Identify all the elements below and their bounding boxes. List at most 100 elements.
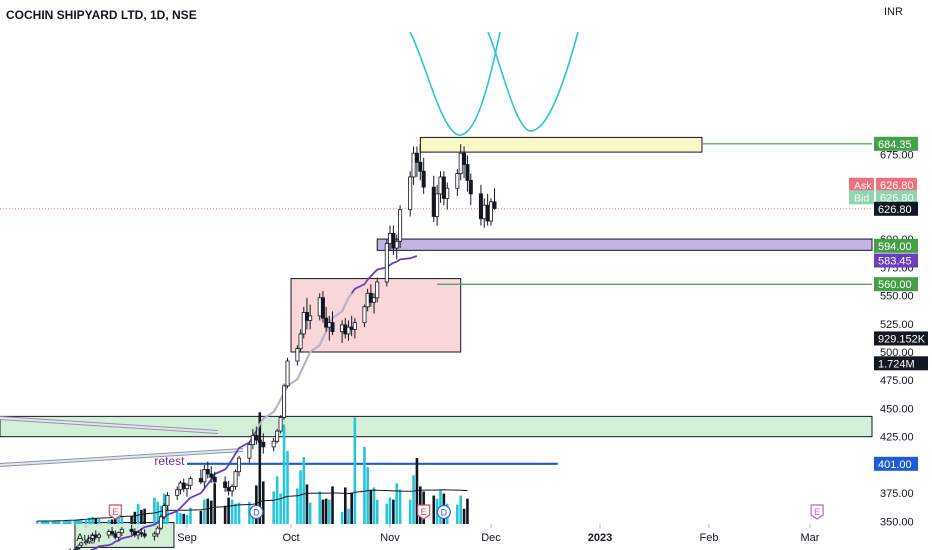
price-tag[interactable]: Ask 626.80 (849, 177, 917, 192)
candle[interactable] (278, 415, 283, 434)
candle[interactable] (233, 469, 238, 490)
candle[interactable] (110, 527, 115, 537)
candle[interactable] (129, 524, 134, 535)
candle[interactable] (97, 532, 102, 542)
candle[interactable] (261, 433, 266, 454)
candle[interactable] (482, 198, 487, 228)
candle[interactable] (455, 169, 460, 197)
candle[interactable] (184, 483, 189, 497)
candle[interactable] (298, 329, 303, 352)
candle-body (485, 204, 490, 222)
volume-bar (35, 520, 39, 524)
candle[interactable] (372, 293, 377, 314)
candle[interactable] (330, 311, 335, 336)
cup-arc-right[interactable] (487, 31, 579, 132)
candle[interactable] (445, 182, 450, 210)
candle[interactable] (492, 188, 497, 210)
candle[interactable] (79, 541, 84, 548)
candle[interactable] (435, 184, 440, 226)
candle[interactable] (236, 455, 241, 477)
candle[interactable] (158, 514, 163, 531)
moving-average-line-recent[interactable] (366, 255, 418, 281)
candle[interactable] (226, 480, 231, 496)
candle[interactable] (414, 146, 419, 177)
candle[interactable] (282, 383, 287, 420)
retest-annotation[interactable]: retest (154, 454, 185, 468)
candle[interactable] (418, 144, 423, 181)
candle[interactable] (462, 146, 467, 179)
price-tag[interactable]: 401.00 (874, 456, 918, 471)
candle[interactable] (212, 471, 217, 487)
earnings-event-icon[interactable]: E (417, 504, 431, 520)
candle[interactable] (362, 304, 367, 328)
candle[interactable] (375, 277, 380, 303)
candle[interactable] (320, 291, 325, 323)
candle[interactable] (438, 171, 443, 203)
candle[interactable] (295, 345, 300, 366)
candle[interactable] (352, 318, 357, 339)
candle[interactable] (116, 531, 121, 541)
candle[interactable] (247, 442, 252, 463)
zone-resistance-684[interactable] (419, 136, 703, 153)
candle[interactable] (301, 306, 306, 339)
candle[interactable] (254, 426, 259, 445)
candle[interactable] (465, 155, 470, 192)
candle[interactable] (308, 304, 313, 330)
candle[interactable] (84, 539, 89, 546)
candle[interactable] (408, 171, 413, 217)
candle[interactable] (230, 484, 235, 497)
dividend-event-icon[interactable]: D (436, 504, 451, 520)
candle[interactable] (488, 198, 493, 226)
candle[interactable] (346, 320, 351, 341)
dividend-event-icon[interactable]: D (249, 504, 264, 520)
candle[interactable] (441, 171, 446, 206)
candle[interactable] (87, 537, 92, 544)
candle[interactable] (223, 476, 228, 493)
candle[interactable] (275, 428, 280, 444)
price-tag[interactable]: 1.724M (874, 356, 928, 371)
price-tag[interactable]: 929.152K (874, 331, 928, 346)
candle[interactable] (285, 357, 290, 389)
time-axis[interactable]: Aug Sep Oct Nov Dec 2023 Feb Mar (76, 524, 820, 544)
candle[interactable] (398, 205, 403, 249)
candle[interactable] (119, 527, 124, 537)
price-tag[interactable]: 684.35 (874, 136, 918, 151)
candle[interactable] (202, 464, 207, 488)
symbol-title[interactable]: COCHIN SHIPYARD LTD, 1D, NSE (6, 8, 197, 22)
price-tag[interactable]: Bid 626.80 (849, 190, 917, 205)
candle[interactable] (165, 492, 170, 511)
candle[interactable] (209, 466, 214, 484)
candle[interactable] (69, 548, 72, 550)
candle[interactable] (175, 486, 180, 500)
earnings-event-icon[interactable]: E (108, 504, 122, 520)
zone-support-594[interactable] (376, 238, 873, 251)
candle[interactable] (391, 225, 396, 255)
candle[interactable] (142, 529, 147, 539)
candle[interactable] (162, 503, 167, 520)
price-tag[interactable]: 583.45 (874, 253, 918, 268)
candle[interactable] (198, 469, 203, 485)
candle[interactable] (271, 437, 276, 452)
candle[interactable] (394, 234, 399, 260)
candle[interactable] (155, 525, 160, 538)
candle[interactable] (139, 528, 144, 538)
price-tag[interactable]: 560.00 (874, 277, 918, 292)
price-tag[interactable]: 626.80 (874, 201, 918, 216)
candle[interactable] (152, 531, 157, 541)
candle[interactable] (485, 193, 490, 226)
candle[interactable] (431, 175, 436, 223)
candle[interactable] (188, 476, 193, 490)
candle[interactable] (478, 184, 483, 226)
candle[interactable] (468, 173, 473, 206)
candle[interactable] (257, 431, 262, 450)
candle[interactable] (205, 461, 210, 479)
candle[interactable] (411, 146, 416, 185)
earnings-event-icon[interactable]: E (810, 504, 824, 520)
candle[interactable] (181, 478, 186, 493)
candle[interactable] (421, 157, 426, 194)
candle[interactable] (178, 480, 183, 495)
cup-arc-left[interactable] (409, 31, 501, 136)
price-tag[interactable]: 594.00 (874, 238, 918, 253)
candle[interactable] (384, 239, 389, 287)
